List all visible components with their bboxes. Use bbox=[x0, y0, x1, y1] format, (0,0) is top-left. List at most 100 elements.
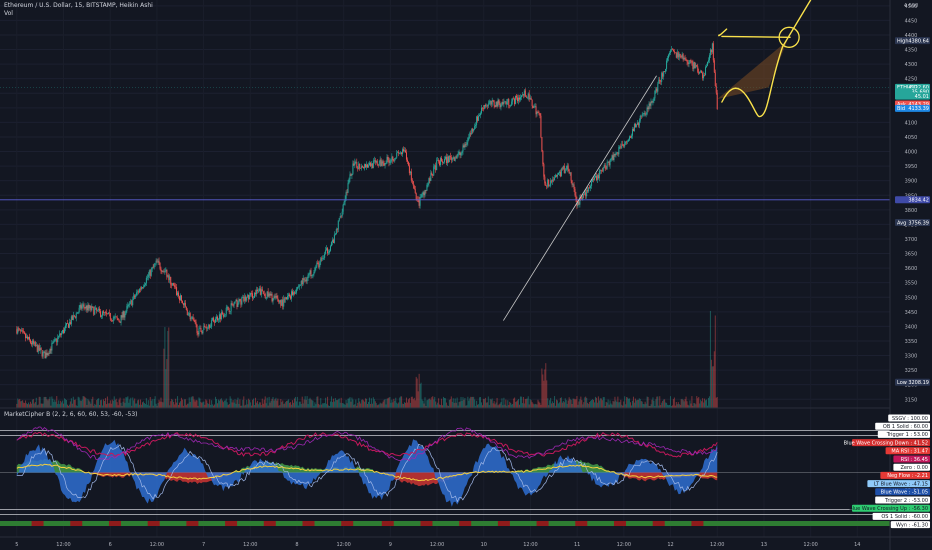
volume-bar bbox=[264, 396, 266, 408]
candle-body bbox=[412, 181, 414, 186]
volume-bar bbox=[130, 397, 132, 408]
volume-bar bbox=[379, 402, 381, 408]
price-tick-label: 4400 bbox=[905, 33, 918, 39]
candle-body bbox=[220, 312, 222, 320]
volume-bar bbox=[310, 399, 312, 408]
candle-body bbox=[516, 95, 518, 98]
candle-body bbox=[192, 317, 194, 320]
volume-bar bbox=[251, 405, 253, 408]
volume-bar bbox=[626, 397, 628, 408]
candle-body bbox=[644, 112, 646, 115]
volume-bar bbox=[584, 397, 586, 408]
highlight-circle bbox=[778, 26, 800, 48]
volume-legend-label[interactable]: Vol bbox=[4, 10, 13, 17]
candle-body bbox=[103, 312, 105, 313]
candle-body bbox=[285, 297, 287, 300]
candle-body bbox=[155, 260, 157, 264]
candle-body bbox=[626, 141, 628, 143]
candle-body bbox=[607, 161, 609, 163]
volume-bar bbox=[572, 398, 574, 408]
candle-body bbox=[240, 300, 242, 305]
candle-body bbox=[147, 274, 149, 278]
candle-body bbox=[706, 65, 708, 68]
volume-bar bbox=[666, 402, 668, 408]
volume-bar bbox=[589, 401, 591, 408]
volume-bar bbox=[27, 404, 29, 408]
volume-bar bbox=[702, 398, 704, 408]
volume-bar bbox=[183, 399, 185, 408]
volume-bar bbox=[17, 398, 19, 408]
indicator-tag-text: Trigger 1 : 53.00 bbox=[886, 432, 928, 438]
candle-body bbox=[620, 146, 622, 148]
candle-body bbox=[31, 340, 33, 345]
candle-body bbox=[351, 173, 353, 176]
volume-bar bbox=[357, 402, 359, 408]
candle-body bbox=[161, 271, 163, 272]
candle-body bbox=[478, 115, 480, 121]
candle-body bbox=[701, 70, 703, 73]
volume-bar bbox=[29, 401, 31, 408]
volume-bar bbox=[198, 397, 200, 408]
volume-bar bbox=[529, 399, 531, 408]
volume-bar bbox=[336, 400, 338, 408]
volume-bar bbox=[374, 401, 376, 408]
volume-bar bbox=[493, 401, 495, 408]
volume-bar bbox=[515, 401, 517, 408]
candle-body bbox=[331, 239, 333, 243]
volume-bar bbox=[632, 396, 634, 408]
volume-bar bbox=[31, 399, 33, 408]
candle-body bbox=[498, 99, 500, 104]
volume-bar bbox=[252, 399, 254, 408]
price-tag bbox=[895, 37, 930, 45]
volume-bar bbox=[38, 396, 40, 408]
volume-bar bbox=[300, 403, 302, 408]
candle-body bbox=[378, 163, 380, 166]
volume-bar bbox=[157, 402, 159, 408]
volume-bar bbox=[438, 398, 440, 408]
volume-bar bbox=[147, 400, 149, 408]
candle-body bbox=[355, 162, 357, 163]
volume-bar bbox=[197, 405, 199, 408]
volume-bar bbox=[256, 400, 258, 408]
price-tick-label: 3550 bbox=[905, 281, 918, 287]
candle-body bbox=[696, 65, 698, 67]
volume-bar bbox=[232, 400, 234, 408]
candle-body bbox=[596, 175, 598, 180]
volume-bar bbox=[307, 404, 309, 408]
indicator-title[interactable]: MarketCipher B (2, 2, 6, 60, 60, 53, -60… bbox=[4, 411, 138, 418]
candle-body bbox=[537, 112, 539, 113]
volume-bar bbox=[443, 397, 445, 408]
volume-bar bbox=[277, 398, 279, 408]
time-axis[interactable]: 5 12:00 6 12:00 7 12:00 8 12:00 9 12:00 10 12:00 11 1… bbox=[15, 542, 860, 548]
time-tick-label: 12:00 bbox=[710, 542, 724, 548]
candle-body bbox=[105, 312, 107, 314]
volume-bar bbox=[399, 397, 401, 408]
candle-body bbox=[296, 286, 298, 290]
candle-body bbox=[466, 142, 468, 145]
candle-body bbox=[135, 295, 137, 298]
time-tick-label: 9 bbox=[389, 542, 392, 548]
volume-bar bbox=[539, 402, 541, 408]
volume-bar bbox=[326, 403, 328, 408]
volume-bar bbox=[347, 398, 349, 408]
candle-body bbox=[454, 157, 456, 161]
candle-body bbox=[540, 115, 542, 138]
volume-bar bbox=[278, 405, 280, 408]
symbol-title[interactable]: Ethereum / U.S. Dollar, 15, BITSTAMP, He… bbox=[4, 2, 153, 9]
candle-body bbox=[50, 348, 52, 351]
volume-bar bbox=[209, 399, 211, 408]
volume-bar bbox=[628, 398, 630, 408]
candle-body bbox=[490, 101, 492, 105]
candle-body bbox=[585, 192, 587, 197]
projection-box-drawing bbox=[717, 40, 788, 100]
candle-body bbox=[495, 101, 497, 107]
volume-bar bbox=[63, 403, 65, 408]
volume-bar bbox=[661, 402, 663, 408]
volume-bar bbox=[709, 310, 711, 408]
money-flow-negative bbox=[16, 472, 718, 487]
candle-body bbox=[257, 290, 259, 292]
candle-body bbox=[72, 315, 74, 320]
volume-bar bbox=[224, 400, 226, 408]
price-tag-label: Bid bbox=[897, 106, 905, 112]
candle-body bbox=[615, 152, 617, 156]
